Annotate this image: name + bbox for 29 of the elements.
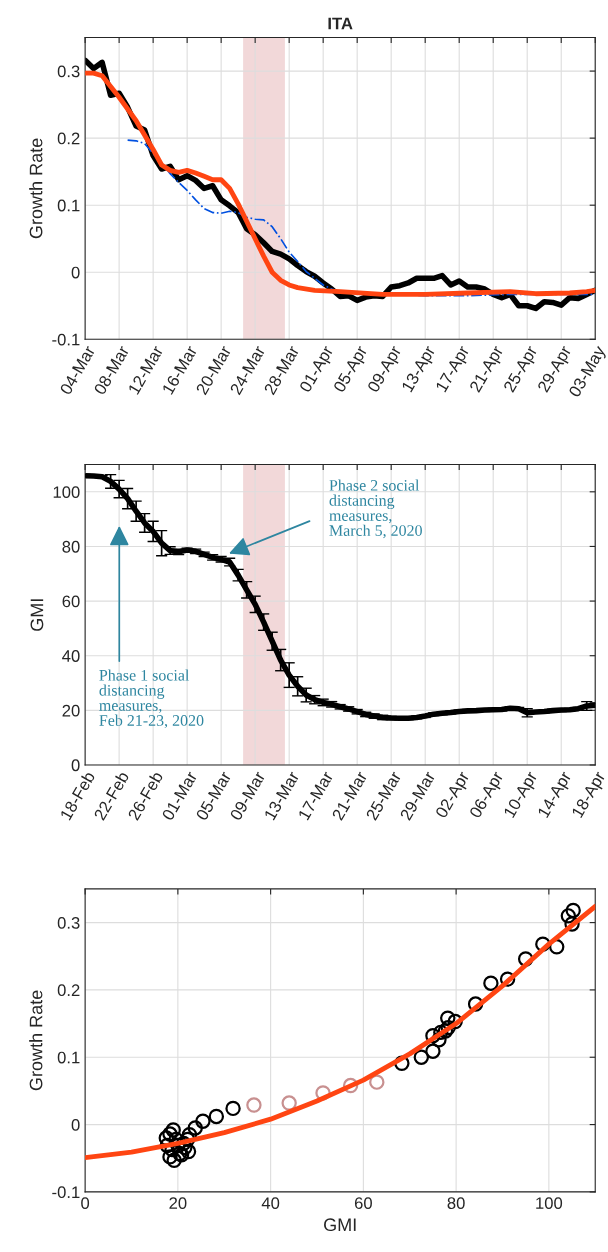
annotation: Phase 1 social distancing measures, Feb 21-23, 2020 xyxy=(99,669,204,729)
y-tick-label: 0 xyxy=(71,266,80,279)
y-tick-label: 80 xyxy=(62,540,80,553)
y-tick-label: 0.3 xyxy=(57,916,80,929)
y-tick-label: 20 xyxy=(62,704,80,717)
x-tick-label: 40 xyxy=(261,1197,280,1210)
y-tick-label: 0 xyxy=(71,1118,80,1131)
y-tick-label: 0.3 xyxy=(57,65,80,78)
y-axis-title: Growth Rate xyxy=(29,138,43,239)
annotation: Phase 2 social distancing measures, March 5, 2020 xyxy=(329,479,422,539)
chart-title: ITA xyxy=(328,17,353,30)
y-tick-label: 0.2 xyxy=(57,132,80,145)
x-tick-label: 80 xyxy=(447,1197,465,1210)
x-tick-label: 100 xyxy=(536,1197,563,1210)
y-tick-label: 40 xyxy=(62,650,80,662)
y-tick-label: 0 xyxy=(71,759,80,772)
x-tick-label: 0 xyxy=(81,1197,90,1210)
y-tick-label: 60 xyxy=(62,595,80,608)
y-axis-title: Growth Rate xyxy=(29,990,43,1091)
x-tick-label: 60 xyxy=(354,1197,372,1210)
x-axis-title: GMI xyxy=(324,1218,356,1232)
x-tick-label: 20 xyxy=(169,1197,187,1210)
y-axis-title: GMI xyxy=(30,599,44,631)
y-tick-label: 100 xyxy=(53,486,80,499)
y-tick-label: 0.1 xyxy=(57,1051,80,1064)
y-tick-label: 0.1 xyxy=(57,199,80,212)
y-tick-label: 0.2 xyxy=(57,984,80,997)
y-tick-label: -0.1 xyxy=(52,1186,80,1199)
y-tick-label: -0.1 xyxy=(52,333,80,346)
